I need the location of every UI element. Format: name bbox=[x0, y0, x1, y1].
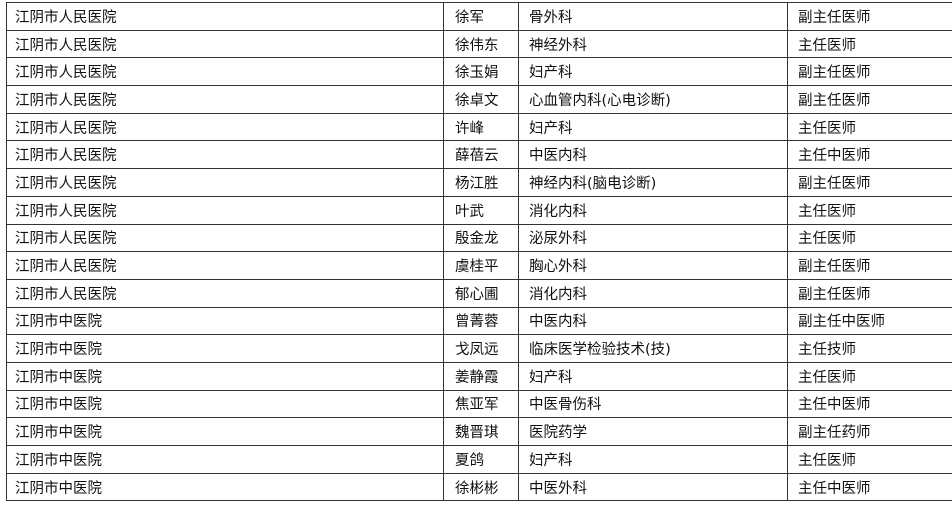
table-row: 江阴市人民医院 徐玉娟 妇产科 副主任医师 bbox=[6, 57, 952, 87]
doctor-name-cell: 夏鸽 bbox=[443, 445, 519, 474]
doctor-name-cell: 许峰 bbox=[443, 112, 519, 142]
title-cell: 主任中医师 bbox=[787, 140, 952, 170]
hospital-cell: 江阴市人民医院 bbox=[6, 251, 444, 280]
table-row: 江阴市人民医院 徐伟东 神经外科 主任医师 bbox=[6, 29, 952, 59]
doctor-name-cell: 叶武 bbox=[443, 195, 519, 225]
table-row: 江阴市人民医院 杨江胜 神经内科(脑电诊断) 副主任医师 bbox=[6, 168, 952, 197]
doctor-name-cell: 戈凤远 bbox=[443, 334, 519, 363]
title-cell: 主任医师 bbox=[787, 195, 952, 225]
doctor-table: 江阴市人民医院 徐军 骨外科 副主任医师 江阴市人民医院 徐伟东 神经外科 主任医师 江阴市人民… bbox=[6, 2, 952, 502]
department-cell: 中医外科 bbox=[518, 472, 788, 502]
table-row: 江阴市人民医院 徐卓文 心血管内科(心电诊断) 副主任医师 bbox=[6, 85, 952, 114]
department-cell: 泌尿外科 bbox=[518, 223, 788, 253]
doctor-name-cell: 徐伟东 bbox=[443, 29, 519, 59]
doctor-name-cell: 徐军 bbox=[443, 2, 519, 31]
department-cell: 医院药学 bbox=[518, 417, 788, 446]
hospital-cell: 江阴市人民医院 bbox=[6, 168, 444, 197]
title-cell: 主任医师 bbox=[787, 112, 952, 142]
doctor-name-cell: 杨江胜 bbox=[443, 168, 519, 197]
department-cell: 胸心外科 bbox=[518, 251, 788, 280]
title-cell: 主任医师 bbox=[787, 445, 952, 474]
title-cell: 副主任医师 bbox=[787, 57, 952, 87]
hospital-cell: 江阴市人民医院 bbox=[6, 223, 444, 253]
department-cell: 中医骨伤科 bbox=[518, 389, 788, 419]
hospital-cell: 江阴市人民医院 bbox=[6, 195, 444, 225]
department-cell: 中医内科 bbox=[518, 306, 788, 336]
table-row: 江阴市人民医院 徐军 骨外科 副主任医师 bbox=[6, 2, 952, 31]
department-cell: 中医内科 bbox=[518, 140, 788, 170]
table-row: 江阴市中医院 夏鸽 妇产科 主任医师 bbox=[6, 445, 952, 474]
hospital-cell: 江阴市中医院 bbox=[6, 445, 444, 474]
hospital-cell: 江阴市人民医院 bbox=[6, 112, 444, 142]
hospital-cell: 江阴市中医院 bbox=[6, 472, 444, 502]
department-cell: 妇产科 bbox=[518, 361, 788, 391]
doctor-name-cell: 徐玉娟 bbox=[443, 57, 519, 87]
table-row: 江阴市人民医院 虞桂平 胸心外科 副主任医师 bbox=[6, 251, 952, 280]
title-cell: 副主任医师 bbox=[787, 251, 952, 280]
table-row: 江阴市中医院 徐彬彬 中医外科 主任中医师 bbox=[6, 472, 952, 502]
title-cell: 主任医师 bbox=[787, 361, 952, 391]
title-cell: 主任技师 bbox=[787, 334, 952, 363]
doctor-name-cell: 郁心圃 bbox=[443, 278, 519, 308]
hospital-cell: 江阴市中医院 bbox=[6, 306, 444, 336]
doctor-name-cell: 徐卓文 bbox=[443, 85, 519, 114]
title-cell: 副主任医师 bbox=[787, 278, 952, 308]
department-cell: 心血管内科(心电诊断) bbox=[518, 85, 788, 114]
hospital-cell: 江阴市人民医院 bbox=[6, 85, 444, 114]
hospital-cell: 江阴市人民医院 bbox=[6, 2, 444, 31]
doctor-name-cell: 焦亚军 bbox=[443, 389, 519, 419]
doctor-name-cell: 殷金龙 bbox=[443, 223, 519, 253]
table-row: 江阴市人民医院 薛蓓云 中医内科 主任中医师 bbox=[6, 140, 952, 170]
table-row: 江阴市中医院 姜静霞 妇产科 主任医师 bbox=[6, 361, 952, 391]
hospital-cell: 江阴市中医院 bbox=[6, 417, 444, 446]
department-cell: 妇产科 bbox=[518, 112, 788, 142]
table-row: 江阴市人民医院 许峰 妇产科 主任医师 bbox=[6, 112, 952, 142]
department-cell: 骨外科 bbox=[518, 2, 788, 31]
title-cell: 副主任中医师 bbox=[787, 306, 952, 336]
table-row: 江阴市中医院 魏晋琪 医院药学 副主任药师 bbox=[6, 417, 952, 446]
doctor-name-cell: 徐彬彬 bbox=[443, 472, 519, 502]
doctor-name-cell: 薛蓓云 bbox=[443, 140, 519, 170]
doctor-name-cell: 曾菁蓉 bbox=[443, 306, 519, 336]
hospital-cell: 江阴市中医院 bbox=[6, 389, 444, 419]
table-row: 江阴市中医院 曾菁蓉 中医内科 副主任中医师 bbox=[6, 306, 952, 336]
hospital-cell: 江阴市中医院 bbox=[6, 334, 444, 363]
title-cell: 副主任医师 bbox=[787, 168, 952, 197]
department-cell: 妇产科 bbox=[518, 445, 788, 474]
hospital-cell: 江阴市人民医院 bbox=[6, 140, 444, 170]
doctor-name-cell: 魏晋琪 bbox=[443, 417, 519, 446]
title-cell: 主任中医师 bbox=[787, 389, 952, 419]
doctor-name-cell: 姜静霞 bbox=[443, 361, 519, 391]
hospital-cell: 江阴市中医院 bbox=[6, 361, 444, 391]
title-cell: 主任医师 bbox=[787, 29, 952, 59]
department-cell: 临床医学检验技术(技) bbox=[518, 334, 788, 363]
title-cell: 副主任医师 bbox=[787, 2, 952, 31]
department-cell: 神经外科 bbox=[518, 29, 788, 59]
title-cell: 副主任医师 bbox=[787, 85, 952, 114]
hospital-cell: 江阴市人民医院 bbox=[6, 29, 444, 59]
department-cell: 妇产科 bbox=[518, 57, 788, 87]
table-row: 江阴市中医院 戈凤远 临床医学检验技术(技) 主任技师 bbox=[6, 334, 952, 363]
table-row: 江阴市人民医院 郁心圃 消化内科 副主任医师 bbox=[6, 278, 952, 308]
department-cell: 神经内科(脑电诊断) bbox=[518, 168, 788, 197]
title-cell: 主任医师 bbox=[787, 223, 952, 253]
title-cell: 副主任药师 bbox=[787, 417, 952, 446]
hospital-cell: 江阴市人民医院 bbox=[6, 57, 444, 87]
table-row: 江阴市人民医院 叶武 消化内科 主任医师 bbox=[6, 195, 952, 225]
hospital-cell: 江阴市人民医院 bbox=[6, 278, 444, 308]
department-cell: 消化内科 bbox=[518, 195, 788, 225]
title-cell: 主任中医师 bbox=[787, 472, 952, 502]
table-row: 江阴市中医院 焦亚军 中医骨伤科 主任中医师 bbox=[6, 389, 952, 419]
department-cell: 消化内科 bbox=[518, 278, 788, 308]
table-row: 江阴市人民医院 殷金龙 泌尿外科 主任医师 bbox=[6, 223, 952, 253]
doctor-name-cell: 虞桂平 bbox=[443, 251, 519, 280]
